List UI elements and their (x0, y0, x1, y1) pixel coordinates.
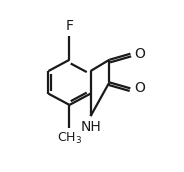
Text: O: O (134, 47, 145, 61)
Text: O: O (134, 81, 145, 95)
Text: CH$_3$: CH$_3$ (57, 131, 82, 146)
Text: NH: NH (80, 120, 101, 134)
Text: F: F (66, 19, 73, 33)
